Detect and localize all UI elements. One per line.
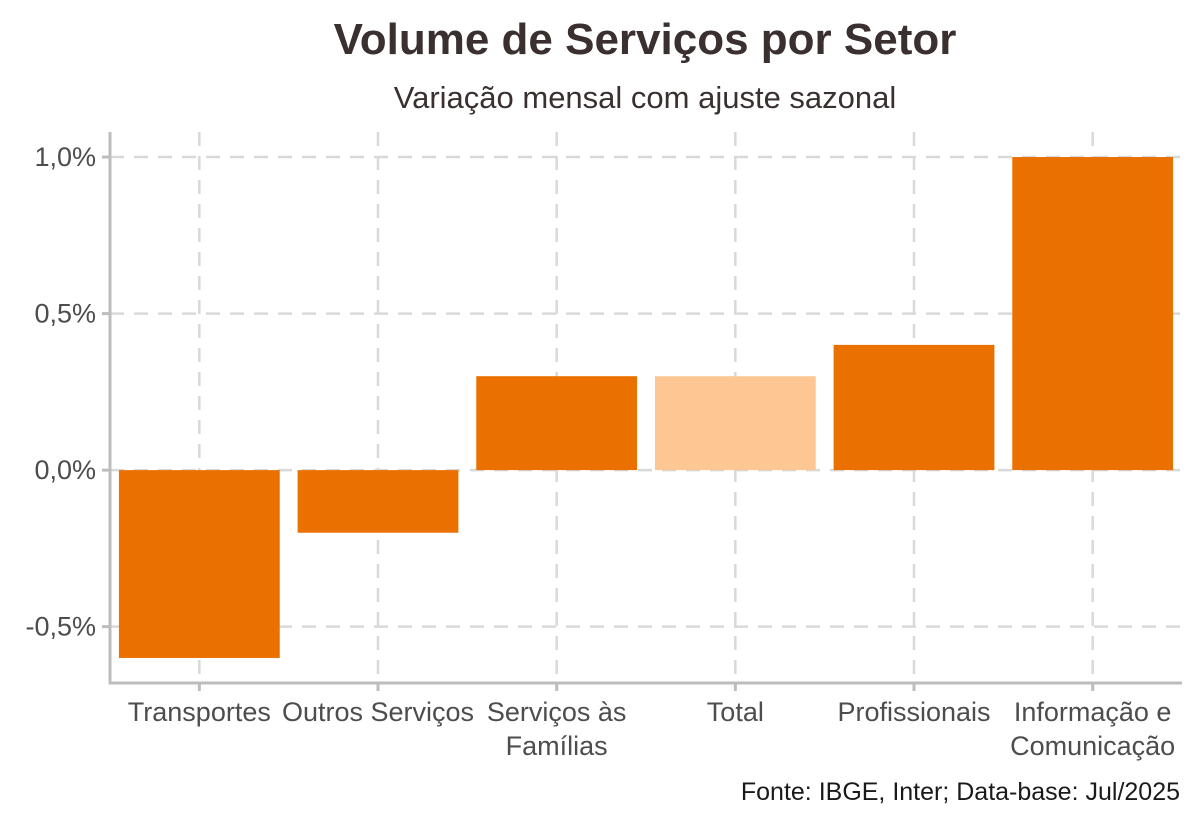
y-tick-label: 0,5%	[34, 299, 96, 329]
bar	[476, 376, 638, 471]
x-tick-label: Transportes	[128, 697, 271, 727]
chart-subtitle: Variação mensal com ajuste sazonal	[394, 80, 897, 115]
bar	[833, 344, 995, 471]
y-tick-label: -0,5%	[25, 612, 96, 642]
x-tick-label: Serviços às Famílias	[487, 697, 627, 761]
chart-title: Volume de Serviços por Setor	[334, 15, 957, 64]
y-tick-label: 1,0%	[34, 142, 96, 172]
x-tick-label: Total	[707, 697, 764, 727]
bar	[1012, 157, 1174, 471]
bar	[118, 470, 280, 658]
x-tick-label: Outros Serviços	[282, 697, 474, 727]
axis-layer	[102, 132, 1182, 691]
x-tick-label: Profissionais	[837, 697, 990, 727]
bar-layer	[118, 157, 1174, 658]
y-tick-label: 0,0%	[34, 455, 96, 485]
chart-caption: Fonte: IBGE, Inter; Data-base: Jul/2025	[741, 778, 1180, 806]
bar	[654, 376, 816, 471]
label-layer: -0,5% 0,0% 0,5% 1,0% Transportes Outros Servi…	[25, 142, 1175, 761]
bar	[297, 470, 459, 533]
x-tick-label: Informação e Comunicação	[1010, 697, 1175, 761]
